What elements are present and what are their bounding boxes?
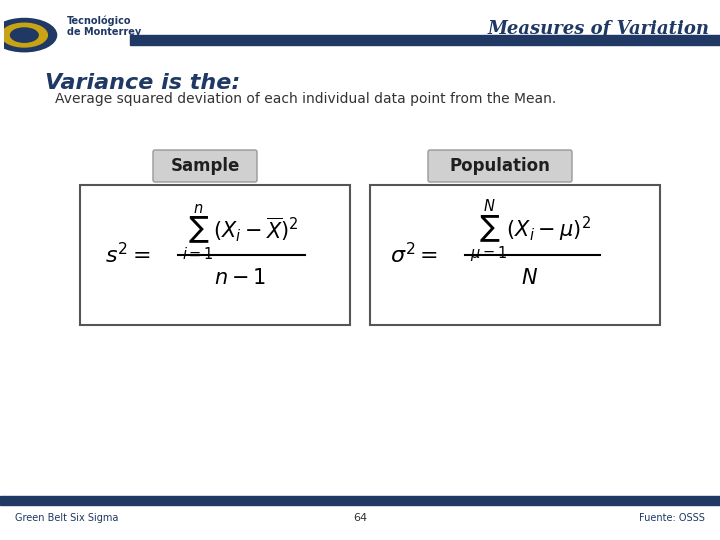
Text: Measures of Variation: Measures of Variation [488,20,710,38]
Text: Population: Population [449,157,550,175]
Text: $n - 1$: $n - 1$ [214,268,266,288]
Circle shape [0,18,57,52]
Text: Average squared deviation of each individual data point from the Mean.: Average squared deviation of each indivi… [55,92,557,106]
Circle shape [11,28,38,42]
FancyBboxPatch shape [428,150,572,182]
FancyBboxPatch shape [153,150,257,182]
Text: Green Belt Six Sigma: Green Belt Six Sigma [15,513,118,523]
Text: Variance is the:: Variance is the: [45,73,240,93]
Text: Fuente: OSSS: Fuente: OSSS [639,513,705,523]
Text: $\sum_{i=1}^{n}(X_i - \overline{X})^2$: $\sum_{i=1}^{n}(X_i - \overline{X})^2$ [181,202,298,262]
Text: $\sum_{\mu=1}^{N}(X_i - \mu)^2$: $\sum_{\mu=1}^{N}(X_i - \mu)^2$ [469,199,590,265]
Bar [130,35,720,45]
Text: $N$: $N$ [521,268,539,288]
Text: Tecnológico
de Monterrey: Tecnológico de Monterrey [67,15,141,37]
Bar [370,185,660,325]
Text: Sample: Sample [171,157,240,175]
Text: $\sigma^2 =$: $\sigma^2 =$ [390,242,438,268]
Bar [0,496,720,505]
Circle shape [1,23,48,47]
Text: $s^2 =$: $s^2 =$ [105,242,150,268]
Bar [80,185,350,325]
Text: 64: 64 [353,513,367,523]
